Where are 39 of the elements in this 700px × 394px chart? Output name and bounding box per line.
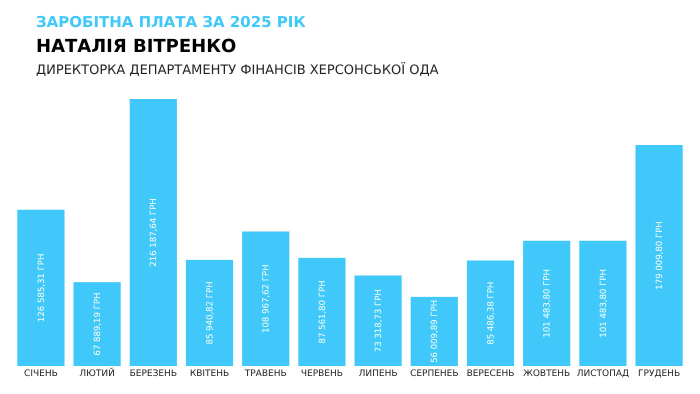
bar	[130, 99, 177, 366]
data-label: 67 889,19 ГРН	[92, 292, 103, 356]
bar	[354, 275, 402, 366]
x-tick-label: ЛИСТОПАД	[576, 369, 630, 379]
chart-title: ЗАРОБІТНА ПЛАТА ЗА 2025 РІК	[36, 13, 306, 31]
bar	[17, 210, 65, 366]
x-tick-label: ЖОВТЕНЬ	[523, 369, 570, 379]
bar	[579, 240, 626, 366]
bar	[635, 144, 683, 366]
data-label: 87 561,80 ГРН	[318, 280, 328, 344]
data-label: 126 585,31 ГРН	[36, 254, 47, 322]
bar	[523, 240, 570, 366]
data-label: 85 486,38 ГРН	[486, 282, 496, 345]
data-label: 108 967,62 ГРН	[262, 264, 272, 333]
bar	[410, 296, 458, 366]
bar	[186, 260, 234, 366]
x-tick-label: ЛЮТИЙ	[79, 367, 115, 379]
chart-subtitle: НАТАЛІЯ ВІТРЕНКО	[36, 36, 236, 57]
data-label: 101 483,80 ГРН	[542, 269, 553, 338]
data-label: 101 483,80 ГРН	[598, 269, 609, 338]
data-label: 179 009,80 ГРН	[654, 221, 665, 290]
data-label: 216 187,64 ГРН	[149, 198, 160, 267]
bar	[298, 258, 346, 366]
bar	[74, 282, 121, 366]
data-label: 56 009,89 ГРН	[430, 300, 440, 363]
x-tick-label: СЕРПЕНЕЬ	[410, 369, 459, 379]
x-tick-label: ГРУДЕНЬ	[638, 369, 680, 379]
x-tick-label: ЧЕРВЕНЬ	[300, 369, 343, 379]
x-tick-label: ВЕРЕСЕНЬ	[466, 369, 514, 379]
bar	[466, 260, 514, 366]
x-tick-label: СІЧЕНЬ	[24, 369, 58, 379]
text: ДИРЕКТОРКА ДЕПАРТАМЕНТУ ФІНАНСІВ ХЕРСОНСЬКОЇ ОДА	[36, 62, 439, 78]
bar	[242, 231, 290, 366]
x-tick-label: КВІТЕНЬ	[190, 369, 230, 379]
x-tick-label: ЛИПЕНЬ	[358, 369, 398, 379]
x-tick-label: БЕРЕЗЕНЬ	[130, 369, 177, 379]
x-tick-label: ТРАВЕНЬ	[244, 369, 287, 379]
data-label: 73 318,73 ГРН	[374, 289, 384, 352]
data-label: 85 940,82 ГРН	[205, 281, 216, 344]
